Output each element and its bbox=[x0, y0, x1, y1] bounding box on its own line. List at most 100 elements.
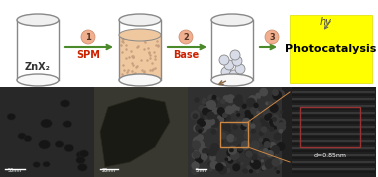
Circle shape bbox=[249, 169, 253, 173]
Circle shape bbox=[223, 95, 229, 102]
Circle shape bbox=[240, 162, 244, 165]
Circle shape bbox=[222, 122, 231, 131]
Circle shape bbox=[240, 124, 246, 130]
Circle shape bbox=[198, 125, 207, 133]
Text: Photocatalysis: Photocatalysis bbox=[285, 44, 377, 54]
Circle shape bbox=[232, 124, 238, 130]
Bar bbox=[292, 136, 375, 138]
Bar bbox=[292, 108, 375, 110]
Circle shape bbox=[208, 108, 212, 112]
Circle shape bbox=[211, 150, 216, 155]
Circle shape bbox=[256, 111, 260, 115]
Circle shape bbox=[265, 147, 271, 153]
Circle shape bbox=[277, 158, 283, 164]
Circle shape bbox=[245, 150, 253, 158]
Circle shape bbox=[209, 98, 218, 106]
Circle shape bbox=[243, 168, 248, 173]
Circle shape bbox=[272, 114, 279, 121]
Circle shape bbox=[225, 157, 228, 161]
Circle shape bbox=[217, 115, 221, 119]
Circle shape bbox=[259, 138, 263, 142]
Ellipse shape bbox=[33, 162, 40, 167]
Circle shape bbox=[258, 148, 267, 158]
Circle shape bbox=[248, 125, 255, 132]
Circle shape bbox=[241, 140, 250, 150]
Ellipse shape bbox=[76, 156, 85, 164]
Circle shape bbox=[272, 117, 277, 122]
Circle shape bbox=[192, 113, 198, 119]
Circle shape bbox=[210, 129, 217, 135]
Circle shape bbox=[230, 50, 240, 60]
Circle shape bbox=[233, 137, 237, 141]
Circle shape bbox=[277, 122, 286, 132]
Circle shape bbox=[271, 122, 279, 130]
Bar bbox=[0, 87, 94, 177]
Circle shape bbox=[232, 56, 242, 66]
Circle shape bbox=[257, 96, 261, 99]
Bar bbox=[292, 154, 375, 156]
Ellipse shape bbox=[211, 74, 253, 86]
Circle shape bbox=[235, 119, 242, 126]
Bar bbox=[292, 168, 375, 170]
Circle shape bbox=[219, 140, 224, 144]
Bar bbox=[292, 129, 375, 131]
Circle shape bbox=[279, 120, 283, 124]
Circle shape bbox=[220, 132, 227, 139]
Circle shape bbox=[235, 94, 243, 102]
Circle shape bbox=[210, 143, 219, 152]
Circle shape bbox=[226, 94, 235, 103]
Circle shape bbox=[261, 166, 265, 171]
Circle shape bbox=[179, 30, 193, 44]
Circle shape bbox=[261, 126, 267, 133]
Circle shape bbox=[251, 160, 254, 163]
Circle shape bbox=[266, 145, 274, 153]
Bar bbox=[292, 140, 375, 141]
Ellipse shape bbox=[39, 140, 51, 149]
Circle shape bbox=[191, 110, 200, 120]
Circle shape bbox=[206, 101, 210, 105]
Polygon shape bbox=[100, 97, 170, 167]
Circle shape bbox=[269, 118, 277, 126]
Circle shape bbox=[268, 149, 272, 153]
Circle shape bbox=[251, 154, 257, 160]
Circle shape bbox=[215, 163, 223, 172]
Circle shape bbox=[219, 162, 226, 169]
Circle shape bbox=[275, 154, 278, 158]
Bar bbox=[300, 107, 360, 147]
Circle shape bbox=[208, 118, 215, 125]
Circle shape bbox=[191, 161, 200, 170]
Circle shape bbox=[228, 145, 237, 155]
Circle shape bbox=[219, 55, 229, 65]
Circle shape bbox=[264, 114, 271, 121]
Circle shape bbox=[246, 165, 251, 170]
Circle shape bbox=[192, 151, 200, 159]
Circle shape bbox=[280, 110, 284, 114]
Circle shape bbox=[264, 141, 271, 148]
Circle shape bbox=[238, 101, 242, 105]
Circle shape bbox=[268, 117, 277, 126]
Ellipse shape bbox=[24, 136, 32, 142]
Circle shape bbox=[227, 129, 231, 133]
Bar bbox=[292, 112, 375, 113]
Ellipse shape bbox=[17, 74, 59, 86]
Circle shape bbox=[191, 167, 199, 175]
Circle shape bbox=[250, 107, 259, 115]
Circle shape bbox=[251, 141, 260, 150]
Text: SPM: SPM bbox=[76, 50, 100, 60]
Circle shape bbox=[211, 114, 217, 120]
Ellipse shape bbox=[18, 133, 26, 139]
Text: 2: 2 bbox=[183, 33, 189, 41]
Circle shape bbox=[272, 90, 282, 100]
Circle shape bbox=[202, 98, 207, 102]
Ellipse shape bbox=[7, 113, 15, 120]
Circle shape bbox=[219, 113, 227, 120]
Text: d=0.85nm: d=0.85nm bbox=[313, 153, 347, 158]
Bar bbox=[292, 161, 375, 162]
Circle shape bbox=[248, 95, 257, 104]
Circle shape bbox=[197, 134, 204, 141]
Bar bbox=[292, 105, 375, 107]
Bar bbox=[292, 91, 375, 93]
Circle shape bbox=[263, 148, 268, 154]
Circle shape bbox=[222, 113, 228, 118]
Circle shape bbox=[195, 155, 204, 164]
